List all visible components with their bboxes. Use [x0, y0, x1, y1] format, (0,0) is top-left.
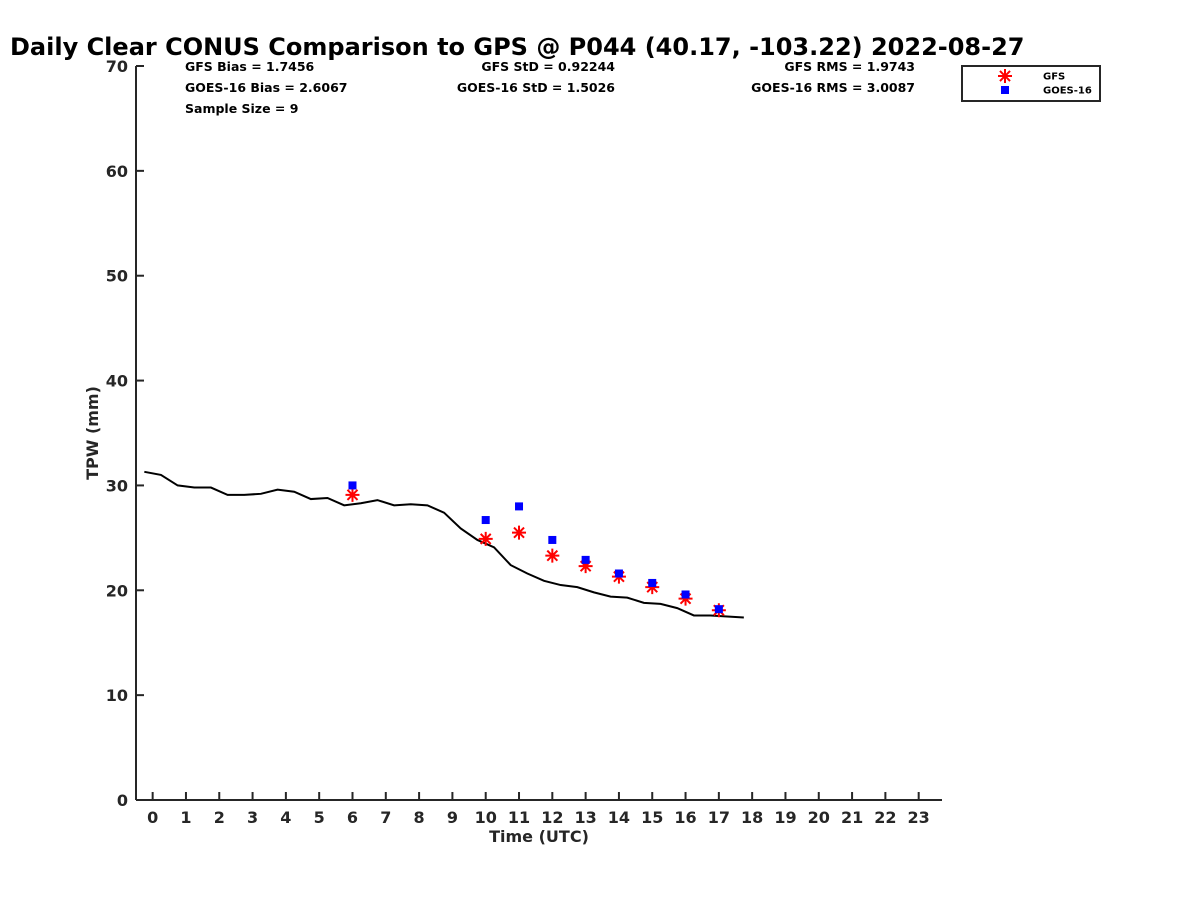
goes16-point	[681, 590, 690, 599]
x-tick-label: 18	[741, 808, 763, 827]
stat-text: GOES-16 RMS = 3.0087	[751, 80, 915, 95]
x-tick-label: 3	[247, 808, 258, 827]
x-tick-label: 12	[541, 808, 563, 827]
y-tick-label: 40	[106, 372, 128, 391]
x-tick-label: 8	[414, 808, 425, 827]
goes16-point	[581, 555, 590, 564]
y-tick-label: 20	[106, 581, 128, 600]
gfs-asterisk-icon	[478, 531, 493, 546]
y-tick-label: 50	[106, 267, 128, 286]
y-tick-label: 10	[106, 686, 128, 705]
stat-text: GFS RMS = 1.9743	[784, 59, 915, 74]
legend: GFS GOES-16	[961, 65, 1101, 102]
goes16-point	[648, 578, 657, 587]
y-tick-label: 30	[106, 476, 128, 495]
y-axis-label: TPW (mm)	[83, 386, 102, 480]
legend-label: GOES-16	[1043, 86, 1092, 97]
gfs-asterisk-icon	[645, 580, 660, 595]
x-tick-label: 11	[508, 808, 530, 827]
legend-label: GFS	[1043, 72, 1065, 83]
x-tick-label: 1	[180, 808, 191, 827]
goes16-point	[614, 569, 623, 578]
gfs-point	[645, 580, 660, 595]
gfs-asterisk-icon	[345, 487, 360, 502]
legend-goes16-marker	[1001, 86, 1009, 94]
goes16-point	[348, 481, 357, 490]
gfs-asterisk-icon	[678, 591, 693, 606]
x-tick-label: 6	[347, 808, 358, 827]
gfs-point	[512, 525, 527, 540]
gfs-asterisk-icon	[998, 69, 1012, 83]
gfs-point	[345, 487, 360, 502]
gfs-asterisk-icon	[545, 548, 560, 563]
x-tick-label: 15	[641, 808, 663, 827]
x-tick-label: 2	[214, 808, 225, 827]
stat-text: GFS Bias = 1.7456	[185, 59, 315, 74]
gfs-point	[678, 591, 693, 606]
stat-text: GFS StD = 0.92244	[481, 59, 615, 74]
x-tick-label: 0	[147, 808, 158, 827]
goes16-point	[515, 502, 524, 511]
stat-text: GOES-16 StD = 1.5026	[457, 80, 615, 95]
gfs-point	[545, 548, 560, 563]
y-axis-ticks: 0 10 20 30 40 50 60 70	[106, 57, 144, 810]
x-tick-label: 23	[908, 808, 930, 827]
plot-area	[144, 470, 744, 619]
legend-box	[961, 65, 1101, 102]
x-tick-label: 16	[674, 808, 696, 827]
gfs-point	[478, 531, 493, 546]
stat-text: Sample Size = 9	[185, 101, 298, 116]
gfs-point	[578, 559, 593, 574]
x-tick-label: 20	[808, 808, 830, 827]
x-tick-label: 4	[280, 808, 291, 827]
y-tick-label: 0	[117, 791, 128, 810]
y-tick-label: 60	[106, 162, 128, 181]
x-axis-label: Time (UTC)	[489, 827, 589, 846]
goes16-point	[714, 605, 723, 614]
chart-title: Daily Clear CONUS Comparison to GPS @ P0…	[10, 33, 1024, 61]
x-tick-label: 21	[841, 808, 863, 827]
stats-block: GFS Bias = 1.7456 GFS StD = 0.92244 GFS RM…	[185, 59, 915, 116]
x-tick-label: 7	[380, 808, 391, 827]
gps-line	[144, 470, 744, 619]
x-tick-label: 5	[314, 808, 325, 827]
x-tick-label: 17	[708, 808, 730, 827]
gfs-point	[998, 69, 1012, 83]
x-tick-label: 13	[574, 808, 596, 827]
x-tick-label: 19	[774, 808, 796, 827]
x-tick-label: 9	[447, 808, 458, 827]
x-tick-label: 10	[475, 808, 497, 827]
stat-text: GOES-16 Bias = 2.6067	[185, 80, 347, 95]
goes16-point	[481, 516, 490, 525]
x-axis-ticks: 0 1 2 3 4 5 6 7 8 9 10 11 12 13 14 15 16 17 18 19 20 21 22 23	[147, 792, 930, 827]
x-tick-label: 14	[608, 808, 630, 827]
y-tick-label: 70	[106, 57, 128, 76]
gfs-asterisk-icon	[578, 559, 593, 574]
gfs-asterisk-icon	[512, 525, 527, 540]
x-tick-label: 22	[874, 808, 896, 827]
goes16-point	[548, 535, 557, 544]
